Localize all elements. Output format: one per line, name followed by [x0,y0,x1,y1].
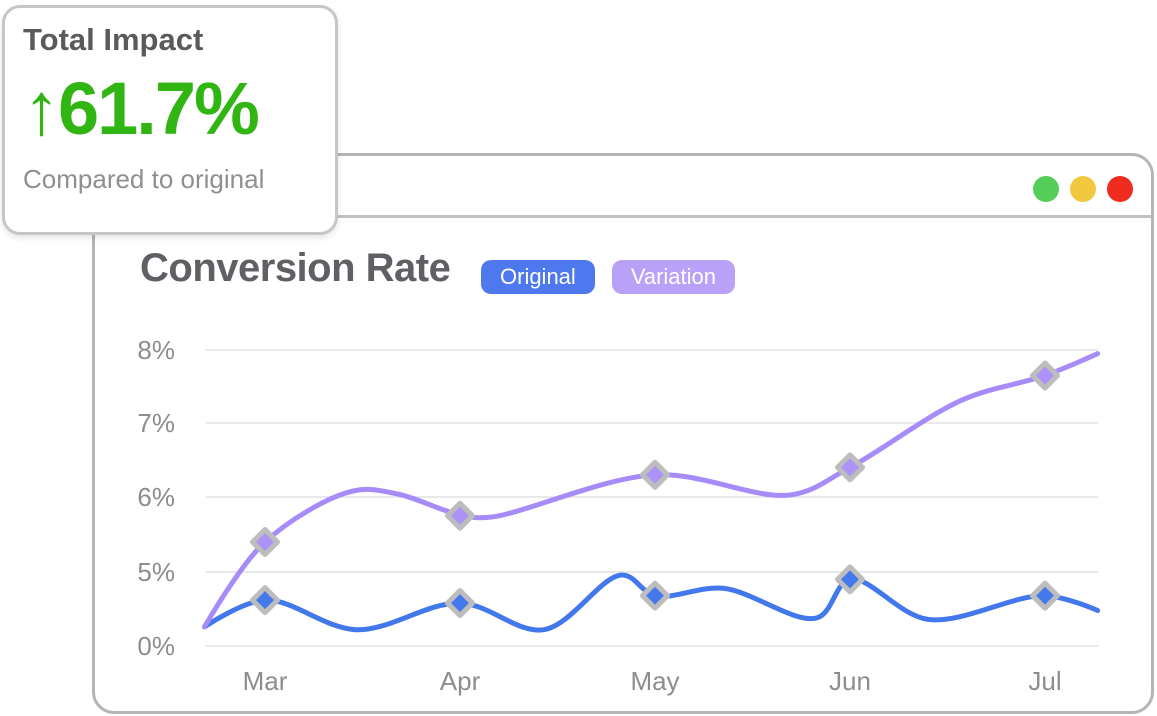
traffic-light-green-icon[interactable] [1033,176,1059,202]
series-line-variation [202,351,1101,630]
data-point-original [640,580,670,611]
x-tick-label: Jul [1028,666,1061,696]
data-point-original [835,564,865,595]
total-impact-card: Total Impact ↑61.7% Compared to original [2,5,338,235]
data-point-original [250,585,280,616]
data-point-original [445,588,475,619]
x-tick-label: Mar [243,666,288,696]
impact-caption: Compared to original [23,164,265,194]
data-point-variation [835,452,865,483]
data-point-variation [250,527,280,557]
data-point-variation [640,459,670,490]
x-tick-label: Apr [440,666,481,696]
legend-pill-original[interactable]: Original [481,260,595,294]
conversion-rate-chart: 0% 5% 6% 7% 8% Mar Apr May Jun Jul [137,335,1101,696]
data-point-original [1030,580,1060,611]
data-point-variation [445,500,475,531]
traffic-light-red-icon[interactable] [1107,176,1133,202]
legend-pill-variation[interactable]: Variation [611,260,736,294]
chart-legend: Original Variation [481,260,736,294]
y-tick-label: 6% [137,482,175,512]
traffic-lights [1033,176,1133,202]
data-point-variation [1030,360,1060,391]
impact-percentage: 61.7% [58,67,260,150]
traffic-light-yellow-icon[interactable] [1070,176,1096,202]
x-tick-label: May [630,666,679,696]
impact-value: ↑61.7% [23,72,317,146]
x-tick-label: Jun [829,666,871,696]
y-tick-label: 5% [137,557,175,587]
series-line-original [202,572,1101,633]
chart-title: Conversion Rate [140,246,451,290]
y-tick-label: 7% [137,408,175,438]
up-arrow-icon: ↑ [23,67,60,150]
y-tick-label: 8% [137,335,175,365]
browser-window: 0% 5% 6% 7% 8% Mar Apr May Jun Jul Conversion Rat… [92,153,1154,714]
impact-card-title: Total Impact [23,22,204,57]
y-tick-label: 0% [137,631,175,661]
